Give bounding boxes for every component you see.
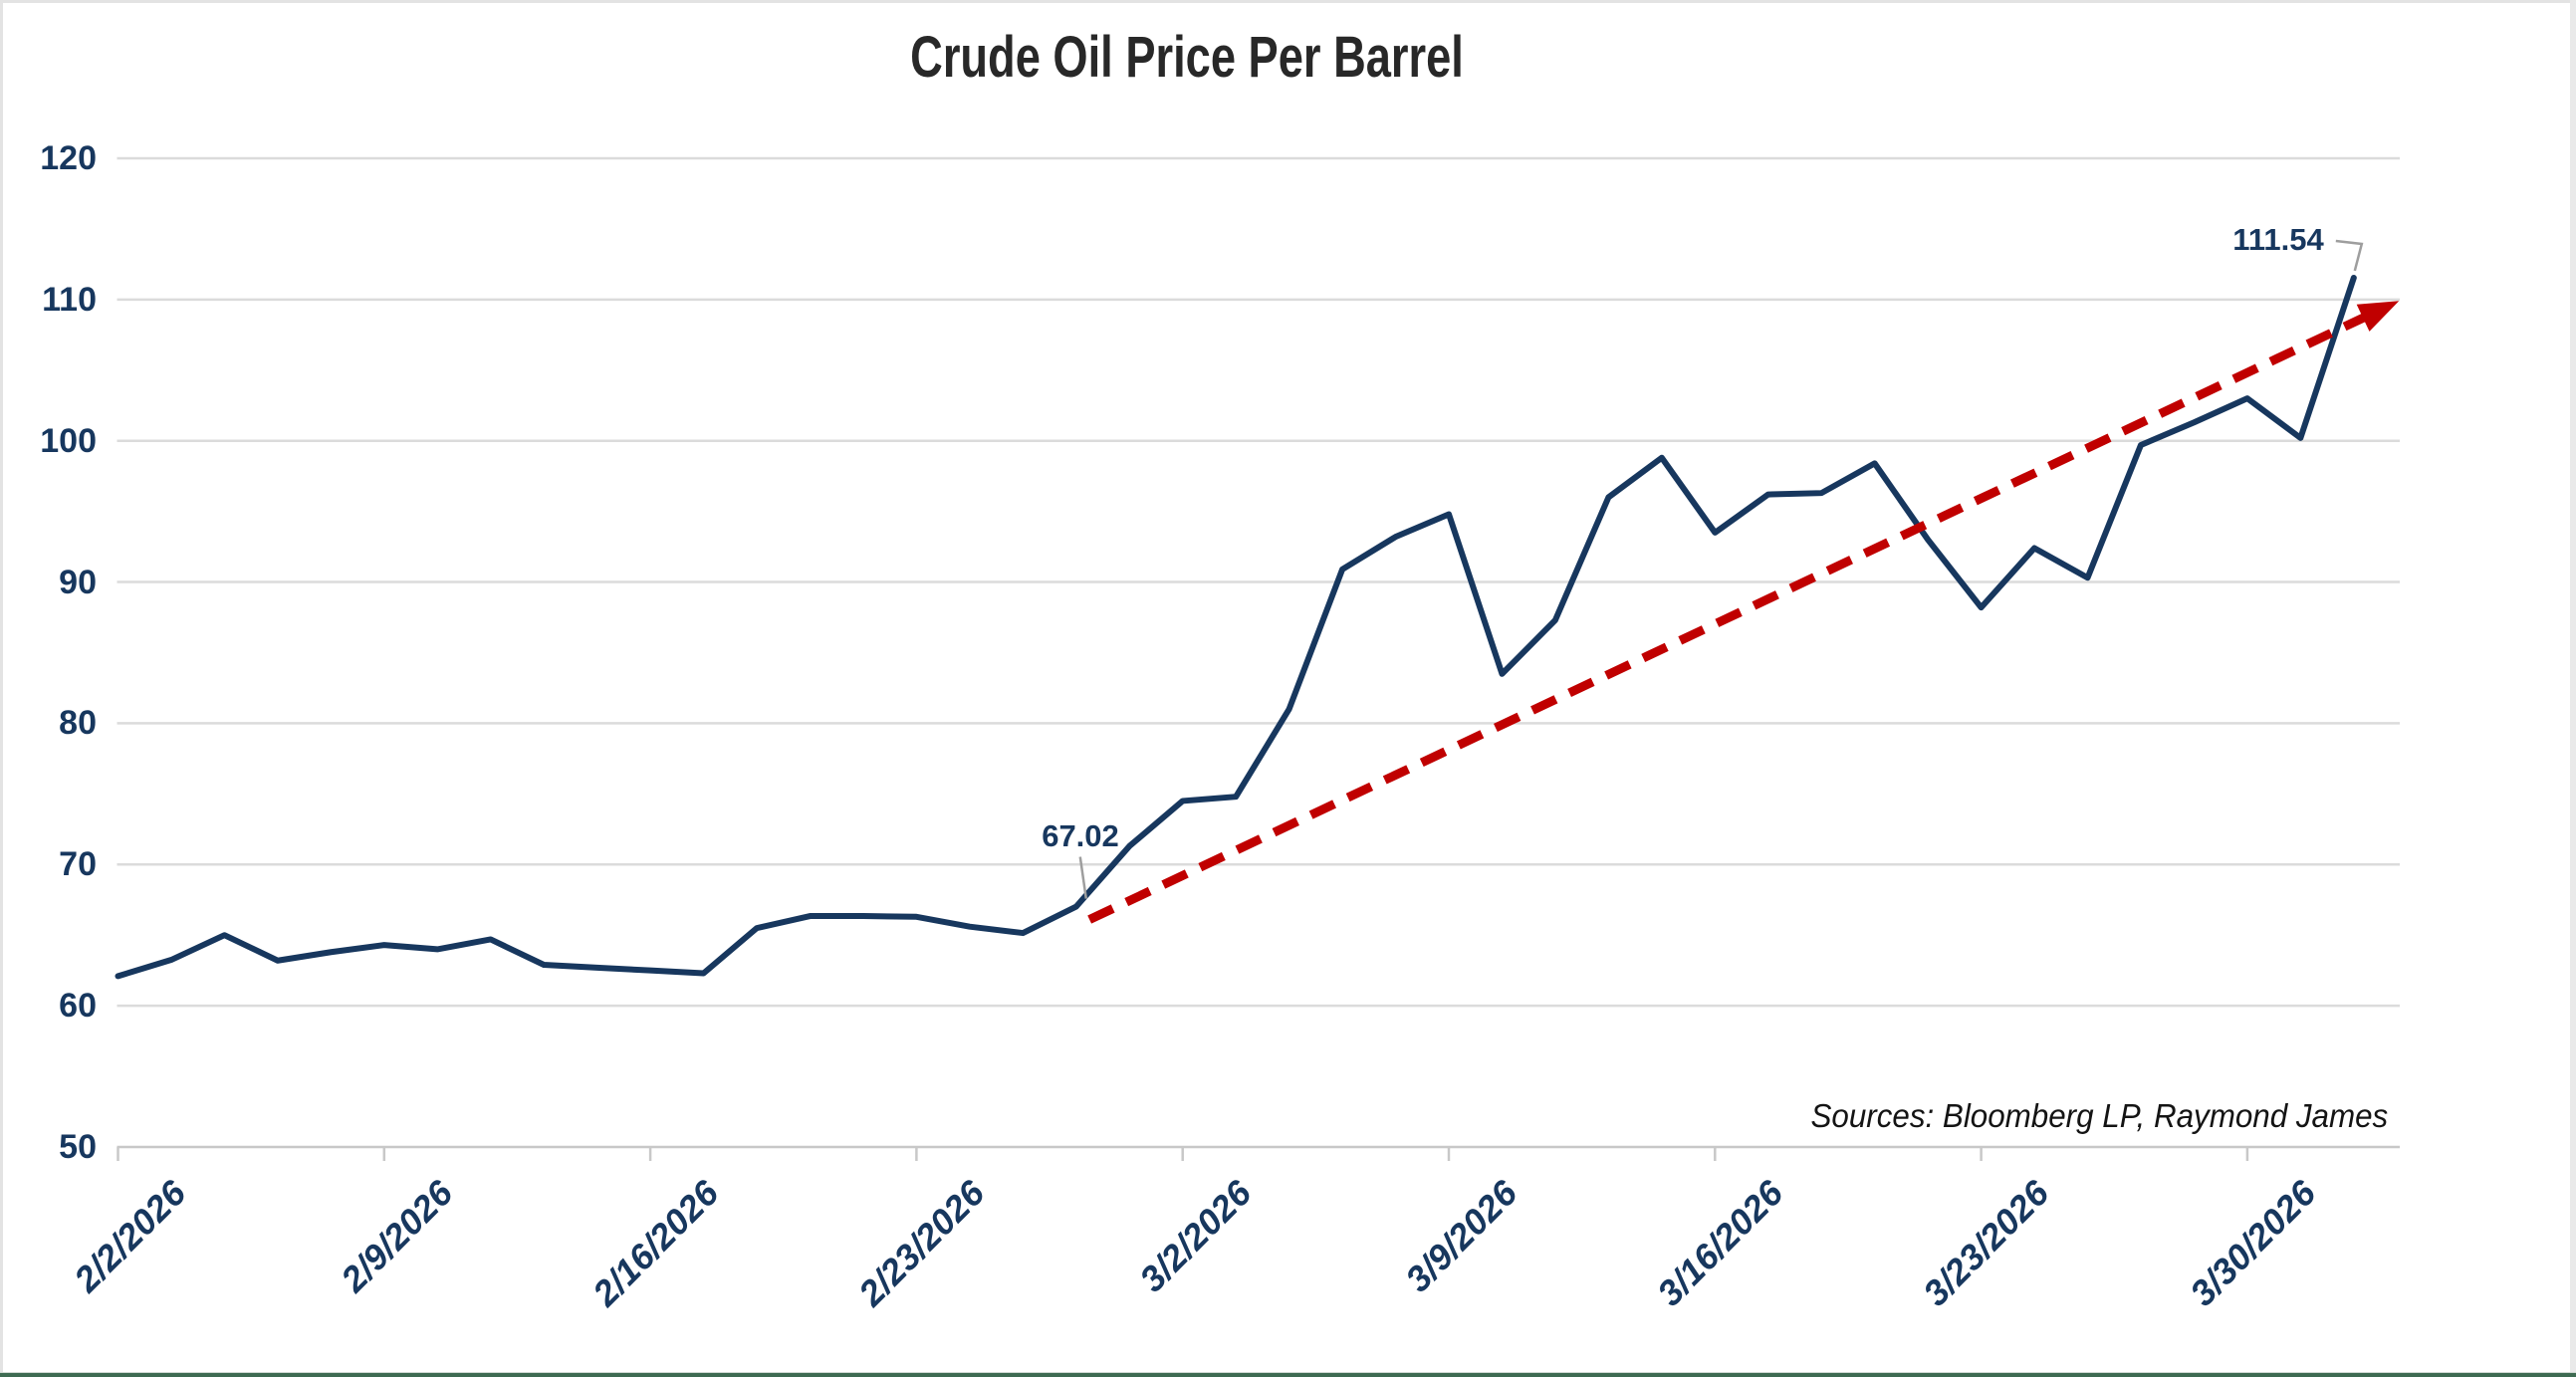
annotation-high-value: 111.54 bbox=[2232, 222, 2324, 257]
window-border-right bbox=[2570, 0, 2576, 1377]
gridlines bbox=[117, 156, 2400, 1008]
sources-note: Sources: Bloomberg LP, Raymond James bbox=[1810, 1097, 2388, 1134]
y-axis-label: 90 bbox=[59, 563, 97, 601]
price-line-series bbox=[115, 274, 2357, 980]
annotation-low-value: 67.02 bbox=[1042, 818, 1119, 853]
y-axis-label: 50 bbox=[59, 1128, 97, 1166]
trend-arrowhead-icon bbox=[2356, 301, 2400, 332]
y-axis-label: 110 bbox=[42, 280, 97, 319]
x-axis-line bbox=[117, 1145, 2400, 1161]
window-border-top bbox=[0, 0, 2576, 3]
trend-dashed-line bbox=[1087, 309, 2376, 924]
y-axis-label: 60 bbox=[59, 987, 97, 1026]
window-border-bottom bbox=[0, 1373, 2576, 1377]
window-border-left bbox=[0, 0, 3, 1377]
chart-title: Crude Oil Price Per Barrel bbox=[910, 25, 1464, 90]
window-border-bottom-inner bbox=[0, 1372, 2576, 1373]
annotation-callout-high bbox=[2335, 239, 2364, 272]
annotation-callout-low bbox=[1078, 856, 1088, 899]
y-axis-label: 120 bbox=[40, 138, 97, 177]
y-axis-label: 100 bbox=[40, 421, 97, 460]
y-axis-label: 80 bbox=[59, 704, 97, 743]
y-axis-label: 70 bbox=[59, 845, 97, 884]
